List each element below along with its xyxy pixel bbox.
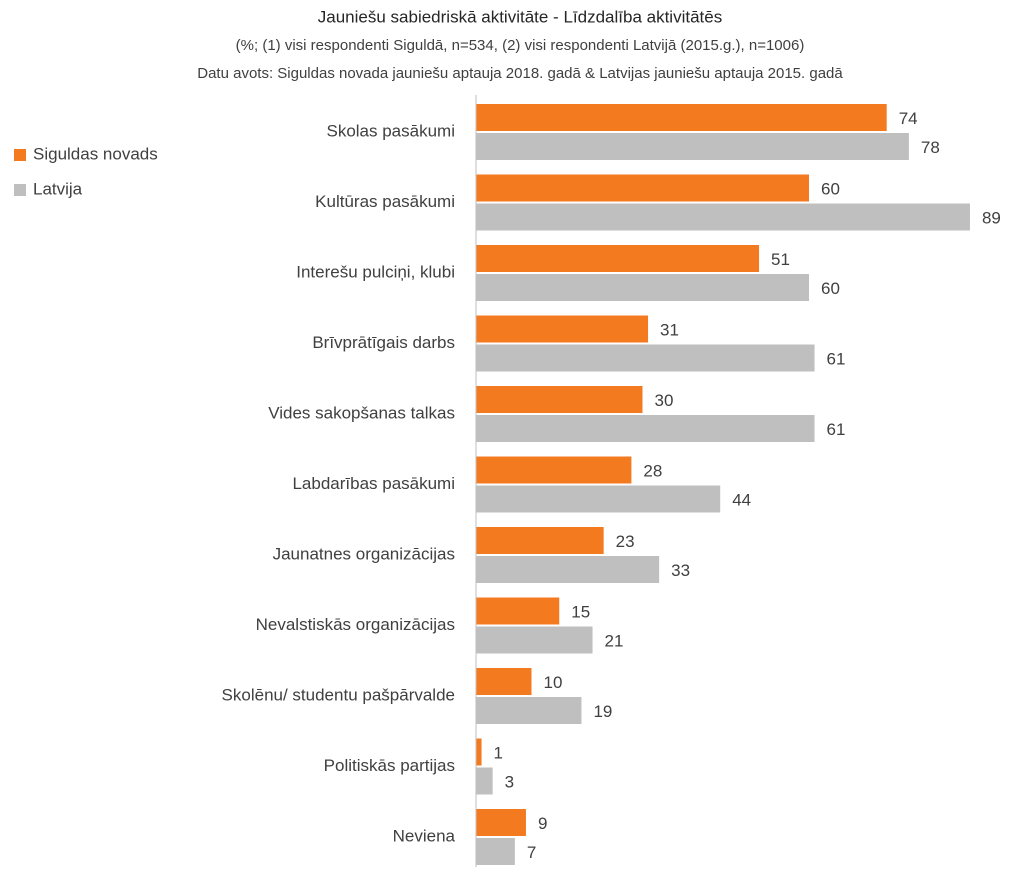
- category-label: Kultūras pasākumi: [315, 192, 455, 211]
- value-label: 21: [605, 631, 624, 650]
- value-label: 1: [494, 743, 503, 762]
- value-label: 74: [899, 109, 918, 128]
- category-label: Jaunatnes organizācijas: [273, 544, 455, 563]
- bar: [476, 809, 526, 836]
- value-label: 23: [616, 532, 635, 551]
- bar: [476, 133, 909, 160]
- bar: [476, 697, 582, 724]
- bar: [476, 415, 815, 442]
- value-label: 33: [671, 561, 690, 580]
- category-label: Labdarības pasākumi: [292, 474, 455, 493]
- bar: [476, 104, 887, 131]
- bar: [476, 767, 493, 795]
- value-label: 15: [571, 602, 590, 621]
- value-label: 19: [593, 702, 612, 721]
- bar: [476, 344, 815, 372]
- chart-title: Jauniešu sabiedriskā aktivitāte - Līdzda…: [318, 7, 722, 26]
- legend-label: Siguldas novads: [33, 144, 158, 163]
- bar: [476, 668, 532, 695]
- bar: [476, 174, 809, 202]
- value-label: 60: [821, 179, 840, 198]
- category-label: Skolēnu/ studentu pašpārvalde: [222, 685, 455, 704]
- bar: [476, 626, 593, 654]
- category-label: Vides sakopšanas talkas: [268, 403, 455, 422]
- chart-subtitle: (%; (1) visi respondenti Siguldā, n=534,…: [236, 37, 805, 54]
- legend-swatch: [14, 149, 26, 161]
- value-label: 89: [982, 208, 1001, 227]
- category-label: Brīvprātīgais darbs: [312, 333, 455, 352]
- bar: [476, 597, 560, 625]
- value-label: 3: [505, 772, 514, 791]
- bar: [476, 456, 632, 484]
- value-label: 10: [544, 673, 563, 692]
- bar: [476, 386, 643, 413]
- value-label: 44: [732, 490, 751, 509]
- value-label: 9: [538, 814, 547, 833]
- value-label: 61: [827, 420, 846, 439]
- bar: [476, 838, 515, 865]
- value-label: 30: [655, 391, 674, 410]
- category-label: Politiskās partijas: [324, 756, 455, 775]
- value-label: 78: [921, 138, 940, 157]
- bar: [476, 485, 721, 513]
- bar: [476, 245, 760, 272]
- category-label: Neviena: [393, 826, 456, 845]
- bar: [476, 527, 604, 554]
- bar: [476, 203, 970, 231]
- bar: [476, 556, 660, 583]
- legend-swatch: [14, 184, 26, 196]
- chart-source: Datu avots: Siguldas novada jauniešu apt…: [197, 65, 843, 82]
- bar: [476, 315, 649, 343]
- value-label: 31: [660, 320, 679, 339]
- value-label: 51: [771, 250, 790, 269]
- category-label: Nevalstiskās organizācijas: [256, 615, 455, 634]
- value-label: 61: [827, 349, 846, 368]
- bar: [476, 274, 809, 301]
- category-label: Skolas pasākumi: [326, 121, 455, 140]
- value-label: 28: [643, 461, 662, 480]
- bar: [476, 738, 482, 766]
- value-label: 7: [527, 843, 536, 862]
- legend-label: Latvija: [33, 179, 83, 198]
- value-label: 60: [821, 279, 840, 298]
- category-label: Interešu pulciņi, klubi: [296, 262, 455, 281]
